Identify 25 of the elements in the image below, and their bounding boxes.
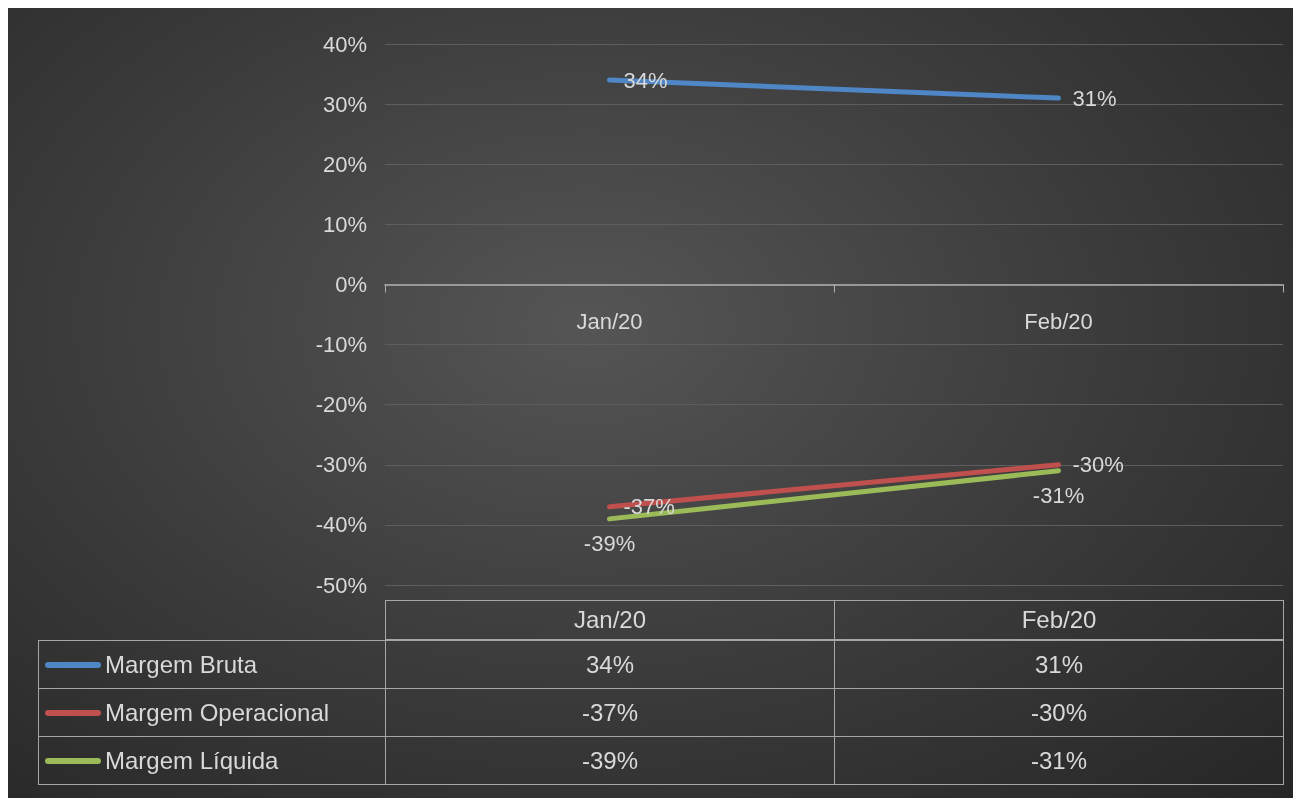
- text: -30%: [1072, 452, 1124, 478]
- legend-label: Margem Bruta: [105, 650, 258, 679]
- y-tick-label: 20%: [322, 151, 367, 177]
- text: -31%: [1032, 483, 1085, 509]
- y-tick-label: -30%: [315, 452, 367, 478]
- text: -39%: [583, 531, 636, 557]
- text: 31%: [1072, 85, 1117, 111]
- y-tick-label: -40%: [315, 512, 367, 538]
- y-tick-label: 40%: [322, 31, 367, 57]
- category-label: Jan/20: [576, 308, 643, 334]
- data-label: -30%: [834, 688, 1284, 737]
- y-tick-label: 30%: [322, 91, 367, 117]
- data-label: -39%: [385, 736, 835, 785]
- y-tick-label: 10%: [322, 211, 367, 237]
- legend-label: Margem Líquida: [105, 746, 279, 775]
- y-tick-label: 0%: [335, 271, 367, 297]
- y-tick-label: -10%: [315, 332, 367, 358]
- y-tick-label: -50%: [315, 572, 367, 598]
- data-label: -31%: [834, 736, 1284, 785]
- data-label: 31%: [834, 640, 1284, 689]
- y-tick-label: -20%: [315, 392, 367, 418]
- data-label: -37%: [385, 688, 835, 737]
- data-label: 34%: [385, 640, 835, 689]
- category-label: Feb/20: [1024, 308, 1093, 334]
- legend-label: Margem Operacional: [105, 698, 330, 727]
